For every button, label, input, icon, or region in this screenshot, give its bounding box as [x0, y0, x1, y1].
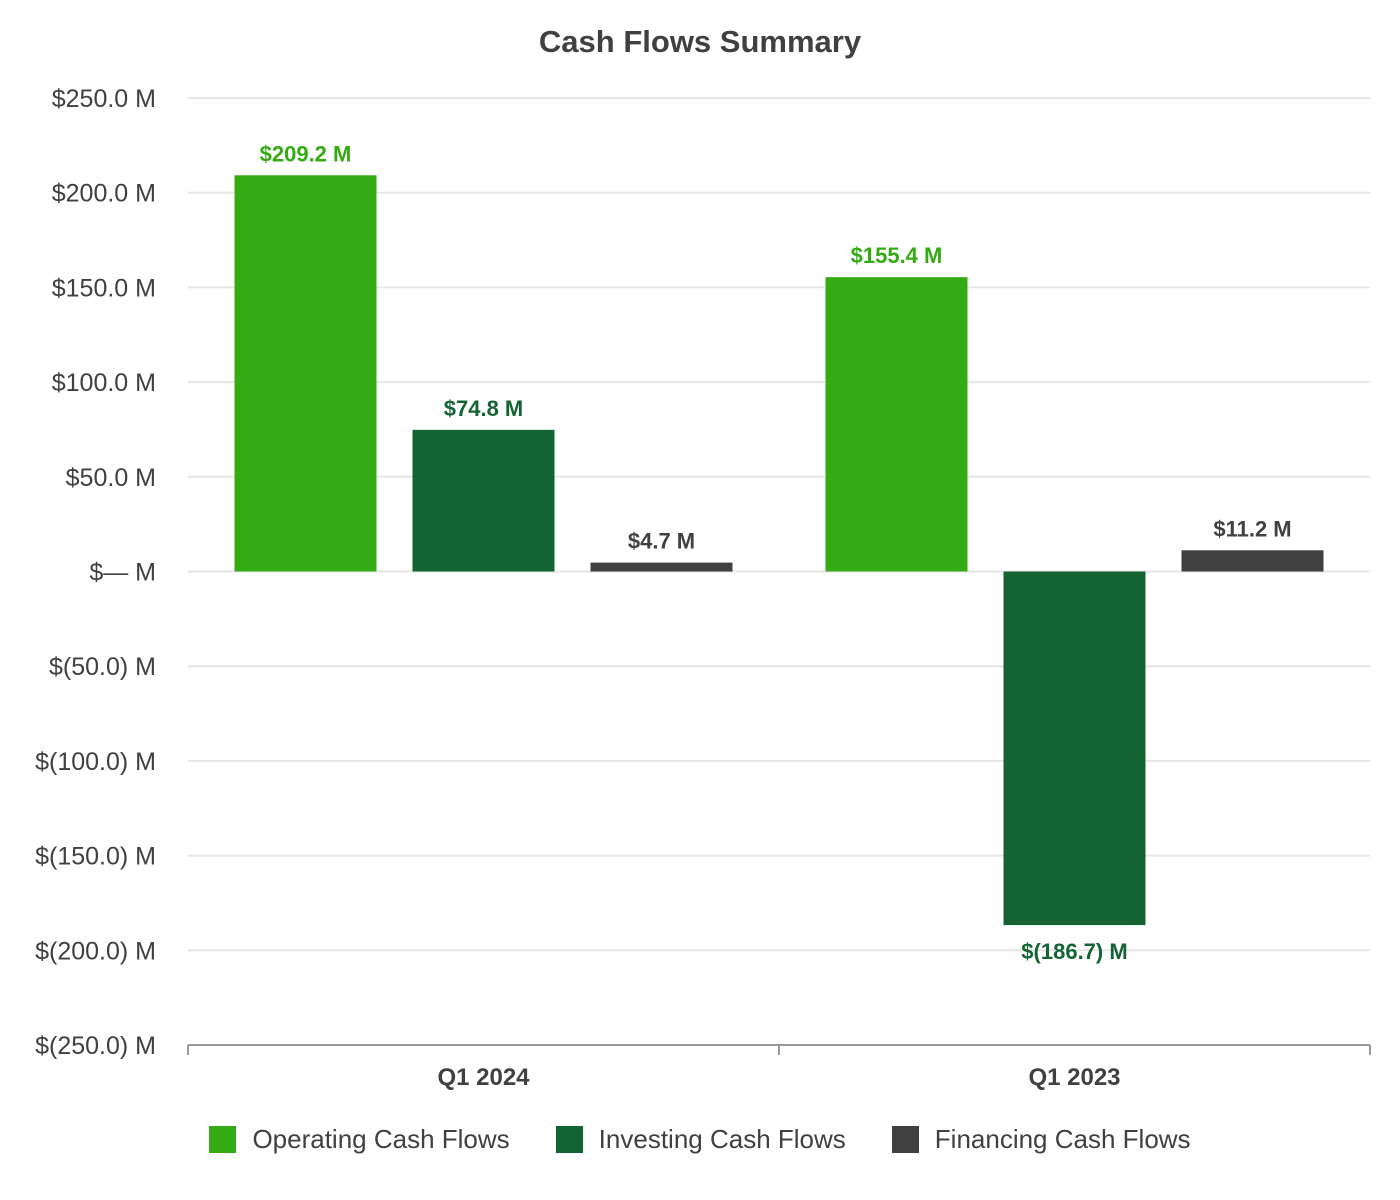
data-label: $11.2 M — [1213, 516, 1291, 541]
legend-item[interactable]: Operating Cash Flows — [209, 1124, 510, 1155]
chart-title: Cash Flows Summary — [538, 24, 862, 59]
bar-financing-cash-flows — [590, 562, 733, 572]
data-label: $74.8 M — [444, 396, 524, 421]
legend-swatch — [891, 1126, 919, 1153]
legend-label: Operating Cash Flows — [252, 1124, 510, 1154]
bar-investing-cash-flows — [412, 429, 555, 572]
legend-label: Financing Cash Flows — [934, 1124, 1191, 1154]
data-label: $(186.7) M — [1021, 939, 1127, 964]
data-label: $4.7 M — [628, 529, 695, 554]
y-tick-label: $(250.0) M — [35, 1032, 156, 1060]
y-tick-label: $(150.0) M — [35, 843, 156, 871]
legend-item[interactable]: Financing Cash Flows — [891, 1124, 1191, 1155]
y-tick-label: $— M — [89, 559, 156, 587]
y-tick-label: $(200.0) M — [35, 937, 156, 965]
legend-label: Investing Cash Flows — [598, 1124, 846, 1154]
bar-operating-cash-flows — [825, 277, 968, 572]
y-tick-label: $250.0 M — [52, 85, 156, 113]
y-tick-label: $150.0 M — [52, 274, 156, 302]
x-tick-label: Q1 2023 — [1028, 1064, 1120, 1091]
y-tick-label: $(50.0) M — [49, 653, 156, 681]
x-tick-label: Q1 2024 — [437, 1064, 530, 1091]
data-label: $209.2 M — [260, 141, 352, 166]
legend-swatch — [209, 1126, 237, 1153]
legend-swatch — [555, 1126, 583, 1153]
bar-operating-cash-flows — [234, 175, 377, 572]
y-tick-label: $100.0 M — [52, 369, 156, 397]
y-tick-label: $200.0 M — [52, 180, 156, 208]
data-label: $155.4 M — [851, 243, 943, 268]
legend-item[interactable]: Investing Cash Flows — [555, 1124, 846, 1155]
bar-financing-cash-flows — [1181, 550, 1324, 572]
y-tick-label: $(100.0) M — [35, 748, 156, 776]
chart-legend: Operating Cash Flows Investing Cash Flows… — [0, 1124, 1400, 1155]
y-tick-label: $50.0 M — [66, 464, 156, 492]
bar-investing-cash-flows — [1003, 571, 1146, 926]
